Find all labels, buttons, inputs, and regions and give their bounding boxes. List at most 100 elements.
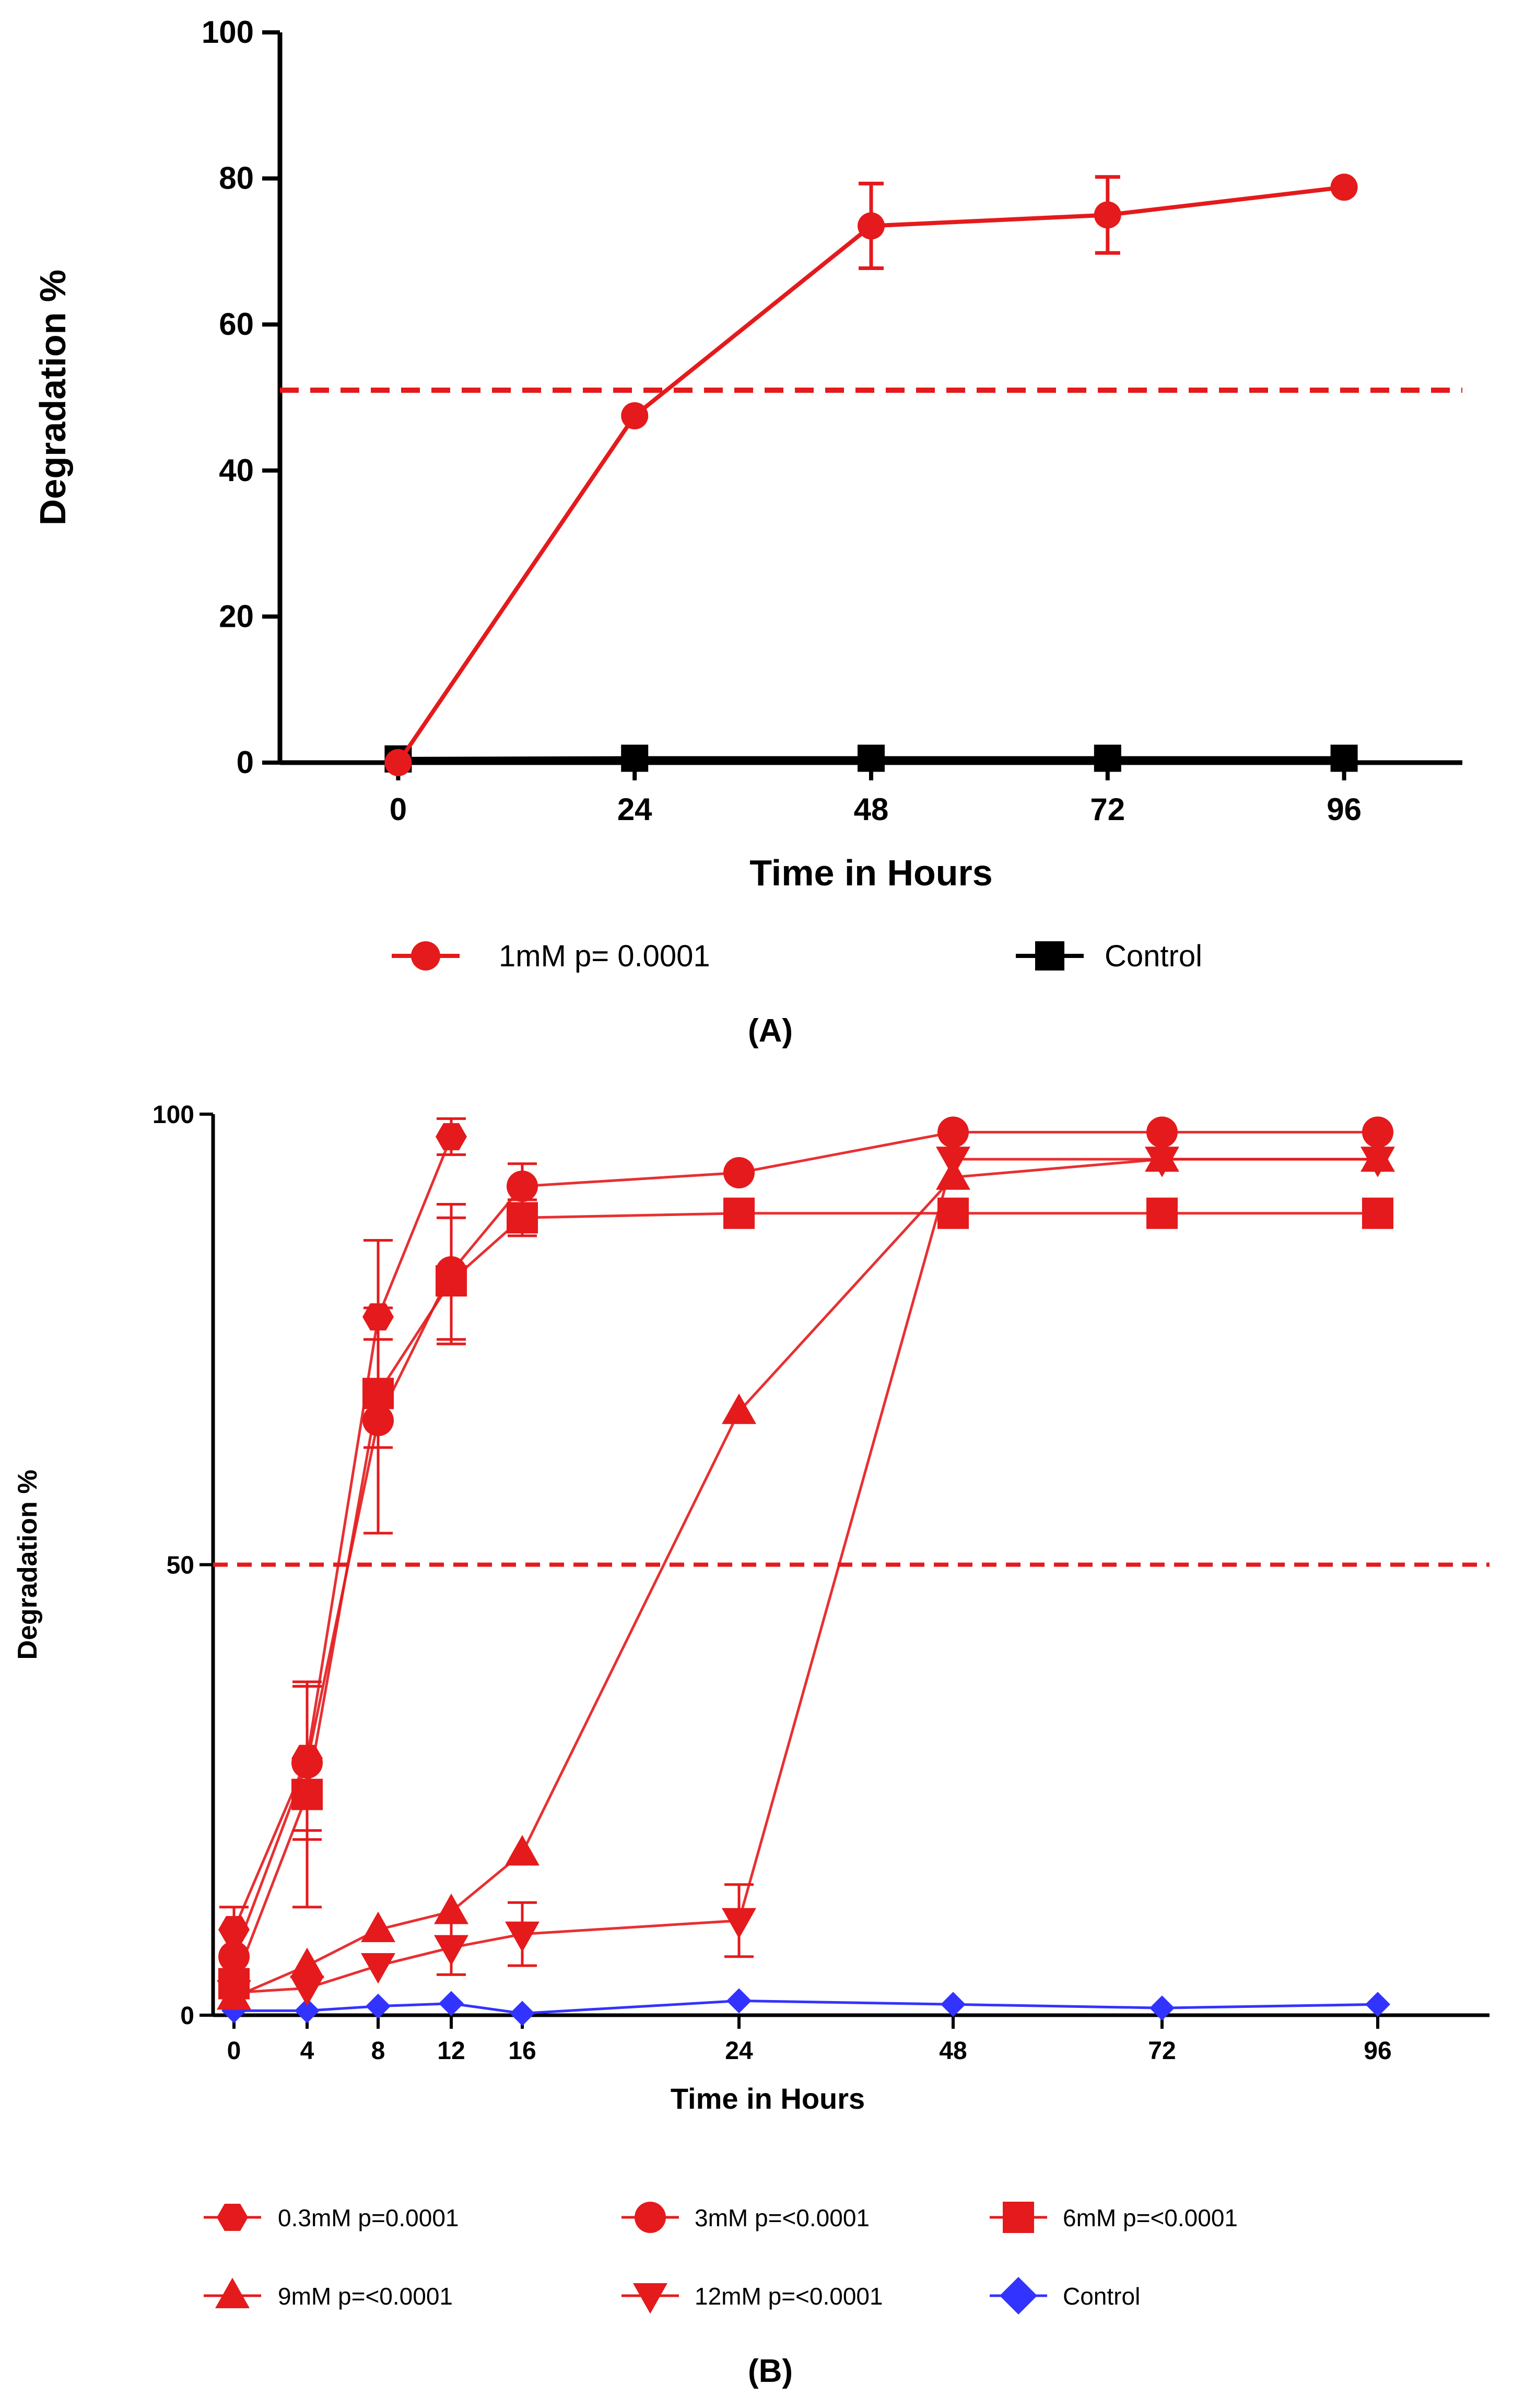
series-line-12mm (233, 1158, 1378, 1994)
data-point (434, 1935, 468, 1966)
legend-marker (633, 2283, 667, 2314)
data-point (941, 1992, 966, 2017)
data-point (937, 1116, 969, 1148)
data-point (937, 1197, 969, 1229)
legend-label: Control (1063, 2283, 1140, 2310)
x-tick-label: 0 (227, 2037, 241, 2065)
data-point (1362, 1116, 1393, 1148)
x-tick-label: 24 (617, 792, 652, 827)
panel-b-label: (B) (748, 2353, 793, 2389)
data-point (1330, 173, 1358, 201)
data-point (218, 1916, 250, 1944)
data-point (858, 744, 885, 772)
legend-label: 0.3mM p=0.0001 (278, 2204, 459, 2231)
data-point (366, 1993, 391, 2019)
y-tick-label: 0 (237, 745, 254, 780)
x-tick-label: 48 (939, 2037, 967, 2065)
data-point (436, 1256, 467, 1288)
data-point (384, 749, 412, 776)
data-point (723, 1157, 755, 1189)
y-tick-label: 40 (219, 453, 254, 488)
x-axis-title: Time in Hours (749, 852, 992, 893)
panel-a-chart: 0 20 40 60 80 100 0 24 48 72 96 Time in Hours Degrad… (32, 15, 1462, 973)
data-point (936, 1159, 970, 1190)
data-point (1362, 1197, 1393, 1229)
data-point (507, 1171, 538, 1202)
data-point (505, 1921, 539, 1953)
legend-marker (1000, 2277, 1037, 2315)
x-tick-label: 12 (437, 2037, 465, 2065)
data-point (1094, 744, 1121, 772)
data-point (726, 1988, 752, 2014)
series-line-0-3mm (232, 1136, 453, 1931)
legend-label: Control (1105, 939, 1202, 973)
x-axis-title: Time in Hours (671, 2082, 865, 2115)
legend-marker (635, 2202, 666, 2233)
data-point (510, 2001, 535, 2026)
x-tick-label: 16 (508, 2037, 536, 2065)
data-point (218, 1968, 250, 2000)
panel-a-label: (A) (748, 1013, 793, 1049)
x-tick-label: 96 (1327, 792, 1362, 827)
data-point (722, 1908, 756, 1939)
data-point (362, 1405, 394, 1436)
series-line-3mm (232, 1131, 1378, 1957)
y-axis-title: Degradation % (32, 270, 73, 525)
data-point (362, 1303, 394, 1331)
series-line-6mm (232, 1212, 1378, 1984)
data-point (295, 1998, 320, 2024)
y-tick-label: 20 (219, 599, 254, 634)
series-line-1mm (396, 185, 1345, 764)
x-tick-label: 24 (725, 2037, 753, 2065)
data-point (439, 1991, 464, 2016)
x-tick-label: 48 (854, 792, 889, 827)
x-tick-label: 72 (1148, 2037, 1176, 2065)
series-line-9mm (233, 1158, 1378, 1998)
data-point (1360, 1141, 1395, 1172)
data-point (436, 1123, 467, 1151)
data-point (858, 212, 885, 240)
y-tick-label: 50 (167, 1552, 194, 1580)
data-point (434, 1893, 468, 1924)
data-point (1145, 1141, 1179, 1172)
data-point (1146, 1116, 1178, 1148)
x-tick-label: 72 (1090, 792, 1125, 827)
y-tick-label: 100 (153, 1101, 194, 1129)
data-point (361, 1911, 395, 1943)
x-tick-label: 0 (390, 792, 407, 827)
y-axis-title: Degradation % (13, 1469, 43, 1659)
legend-label: 3mM p=<0.0001 (695, 2204, 870, 2231)
data-point (1150, 1995, 1175, 2021)
data-point (723, 1197, 755, 1229)
legend-marker (217, 2204, 248, 2231)
legend-label: 1mM p= 0.0001 (499, 939, 710, 973)
data-point (218, 1941, 250, 1972)
data-point (1146, 1197, 1178, 1229)
data-point (290, 1947, 324, 1979)
y-tick-label: 80 (219, 161, 254, 196)
data-point (1330, 744, 1358, 772)
legend-marker (1003, 2202, 1034, 2233)
data-point (1365, 1992, 1390, 2017)
legend-marker (215, 2277, 250, 2308)
data-point (290, 1976, 324, 2006)
y-tick-label: 100 (202, 15, 254, 50)
legend-marker (411, 941, 440, 971)
legend-label: 9mM p=<0.0001 (278, 2283, 453, 2310)
legend-label: 12mM p=<0.0001 (695, 2283, 883, 2310)
data-point (722, 1393, 756, 1424)
x-tick-label: 96 (1364, 2037, 1391, 2065)
y-tick-label: 0 (180, 2002, 194, 2030)
data-point (505, 1835, 539, 1866)
x-tick-label: 8 (371, 2037, 385, 2065)
legend-label: 6mM p=<0.0001 (1063, 2204, 1238, 2231)
legend-marker (1035, 941, 1064, 971)
data-point (361, 1953, 395, 1984)
data-point (1094, 201, 1121, 229)
y-tick-label: 60 (219, 307, 254, 342)
data-point (621, 402, 649, 429)
data-point (291, 1745, 323, 1772)
series-line-control (234, 1999, 1378, 2015)
